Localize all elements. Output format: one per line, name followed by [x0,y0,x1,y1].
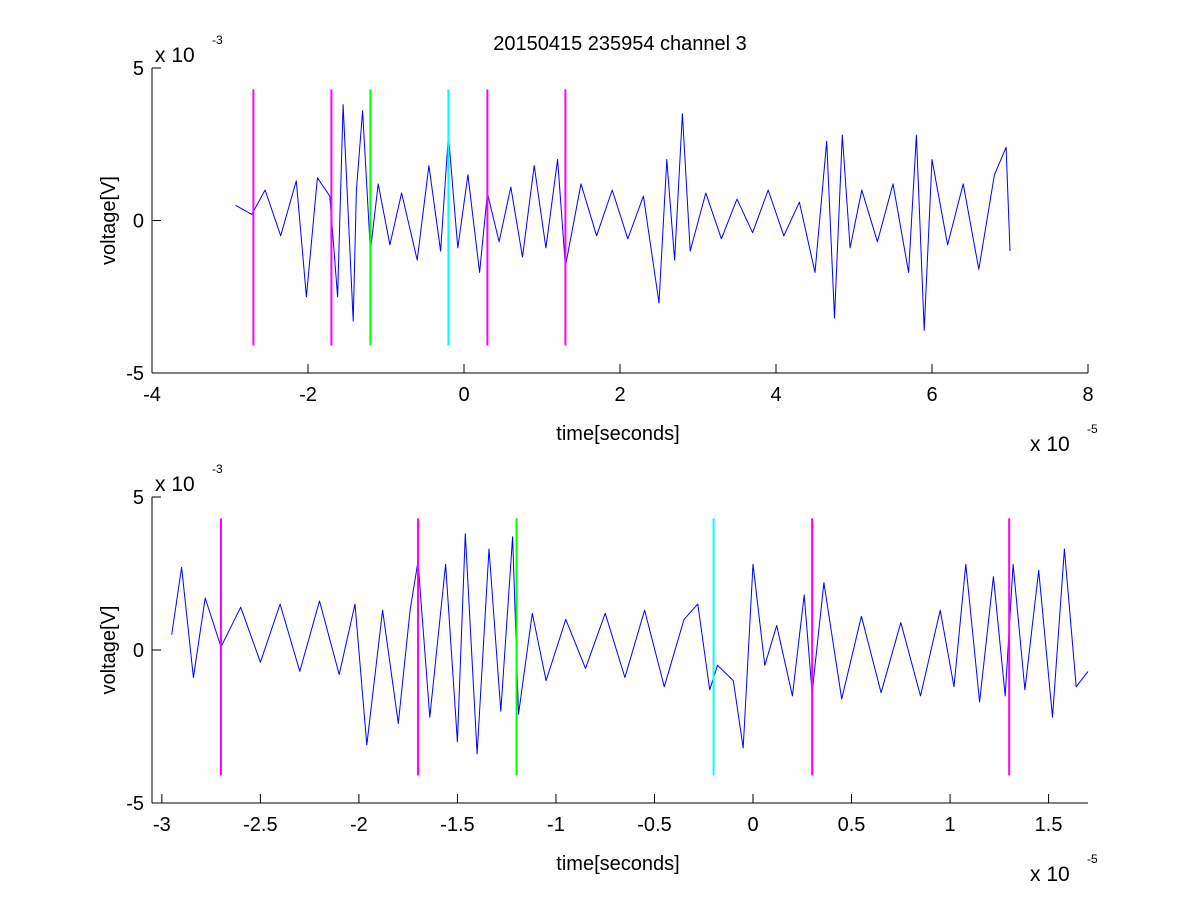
x-axis-label: time[seconds] [556,423,679,445]
x-tick-label: -2 [299,384,317,406]
x-tick-label: 4 [770,384,781,406]
y-tick-label: 5 [133,487,144,509]
y-multiplier-exponent: -3 [212,33,223,47]
x-tick-label: -3 [153,814,171,836]
y-multiplier: x 10 [155,473,195,496]
y-tick-label: 5 [133,58,144,80]
y-tick-label: -5 [126,793,144,815]
y-tick-label: 0 [133,640,144,662]
x-tick-label: -2.5 [243,814,277,836]
x-multiplier-exponent: -5 [1087,852,1098,866]
x-tick-label: -2 [350,814,368,836]
x-tick-label: 0 [458,384,469,406]
x-tick-label: -0.5 [637,814,671,836]
y-multiplier-exponent: -3 [212,462,223,476]
x-multiplier: x 10 [1030,433,1070,456]
y-tick-label: -5 [126,363,144,385]
x-tick-label: -4 [143,384,161,406]
x-axis-label: time[seconds] [556,853,679,875]
x-tick-label: 1.5 [1035,814,1063,836]
signal-line [235,104,1011,331]
x-tick-label: -1 [547,814,565,836]
x-multiplier-exponent: -5 [1087,422,1098,436]
x-tick-label: 0 [747,814,758,836]
y-axis-label: voltage[V] [98,176,120,265]
x-tick-label: -1.5 [440,814,474,836]
y-tick-label: 0 [133,211,144,233]
top-plot: -4 -2 0 2 4 6 8 -5 0 5 time[seconds] voltage[V] x 10… [98,33,1098,456]
x-tick-label: 8 [1082,384,1093,406]
x-tick-label: 6 [926,384,937,406]
x-tick-label: 0.5 [838,814,866,836]
x-tick-label: 1 [945,814,956,836]
x-tick-label: 2 [614,384,625,406]
y-axis-label: voltage[V] [98,606,120,695]
y-multiplier: x 10 [155,44,195,67]
signal-line [171,533,1089,755]
bottom-plot: -3 -2.5 -2 -1.5 -1 -0.5 0 0.5 1 1.5 -5 0 5 time[secon… [98,462,1098,886]
figure-title: 20150415 235954 channel 3 [493,33,747,55]
x-multiplier: x 10 [1030,863,1070,886]
